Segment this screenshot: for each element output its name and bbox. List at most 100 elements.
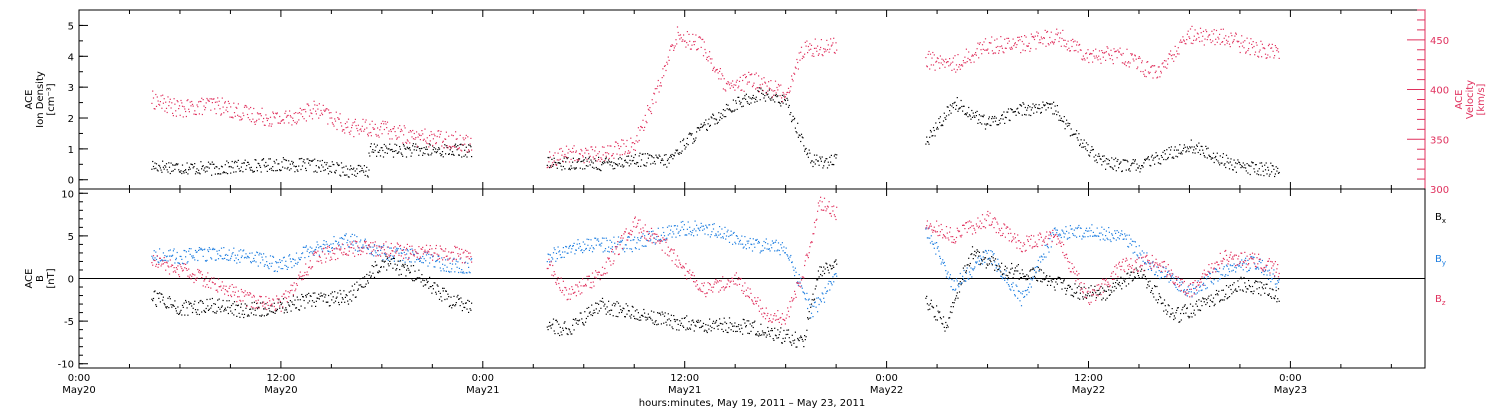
by-point xyxy=(1037,266,1039,268)
bx-point xyxy=(1144,275,1146,278)
bx-point xyxy=(429,276,431,278)
bx-point xyxy=(1066,290,1068,292)
velocity-point xyxy=(1267,45,1270,47)
density-point xyxy=(275,170,277,172)
by-point xyxy=(995,267,997,269)
density-point xyxy=(803,145,805,147)
by-point xyxy=(333,236,335,238)
velocity-point xyxy=(577,159,579,161)
density-point xyxy=(944,117,946,119)
bx-point xyxy=(421,274,423,276)
velocity-point xyxy=(1040,42,1042,44)
density-point xyxy=(1183,147,1185,149)
velocity-point xyxy=(213,98,215,100)
density-point xyxy=(435,152,437,154)
density-point xyxy=(166,169,168,171)
bx-point xyxy=(470,309,472,311)
by-point xyxy=(183,249,185,252)
density-point xyxy=(693,141,695,143)
by-point xyxy=(365,245,367,247)
bx-point xyxy=(1027,275,1029,277)
velocity-point xyxy=(952,61,954,63)
bx-point xyxy=(697,319,699,321)
density-point xyxy=(813,154,816,156)
velocity-point xyxy=(581,150,583,152)
bx-point xyxy=(1094,285,1096,287)
by-point xyxy=(558,251,560,253)
bx-point xyxy=(389,260,391,262)
velocity-point xyxy=(549,156,551,158)
bx-point xyxy=(975,252,977,254)
velocity-point xyxy=(407,140,409,142)
density-point xyxy=(717,121,719,123)
bx-point xyxy=(1189,316,1191,318)
density-point xyxy=(264,166,266,168)
velocity-point xyxy=(660,85,662,87)
by-point xyxy=(354,249,356,251)
bx-point xyxy=(439,292,441,294)
velocity-point xyxy=(253,107,255,110)
density-point xyxy=(1246,163,1248,165)
density-point xyxy=(644,153,646,155)
bx-point xyxy=(455,302,457,304)
velocity-point xyxy=(191,103,194,105)
velocity-point xyxy=(369,123,371,125)
velocity-point xyxy=(693,44,695,46)
density-point xyxy=(256,166,258,169)
bx-point xyxy=(578,320,580,322)
velocity-point xyxy=(739,76,741,78)
by-point xyxy=(318,254,320,256)
by-point xyxy=(783,246,785,248)
bx-point xyxy=(580,312,582,314)
density-point xyxy=(1225,166,1227,169)
by-point xyxy=(1056,229,1058,231)
velocity-point xyxy=(627,152,629,154)
velocity-point xyxy=(1112,63,1114,65)
bx-point xyxy=(757,331,759,333)
density-point xyxy=(942,124,944,127)
density-point xyxy=(612,168,614,170)
bx-point xyxy=(168,296,171,298)
velocity-point xyxy=(315,110,317,112)
bx-point xyxy=(1154,285,1156,287)
velocity-point xyxy=(751,73,753,75)
density-point xyxy=(715,119,718,121)
bx-point xyxy=(299,299,301,301)
density-point xyxy=(218,168,220,170)
density-point xyxy=(1132,159,1134,161)
by-point xyxy=(807,299,809,301)
density-point xyxy=(817,160,819,162)
by-point xyxy=(312,250,314,252)
velocity-point xyxy=(370,135,372,137)
bx-point xyxy=(987,264,989,266)
bx-point xyxy=(1141,268,1143,270)
bx-point xyxy=(622,307,624,309)
velocity-point xyxy=(783,93,785,95)
bx-point xyxy=(1014,270,1016,272)
by-point xyxy=(159,248,161,250)
density-point xyxy=(727,104,729,106)
density-point xyxy=(403,145,405,147)
velocity-point xyxy=(285,116,288,118)
density-point xyxy=(982,116,984,118)
bx-point xyxy=(635,318,637,320)
density-point xyxy=(958,107,961,109)
bx-point xyxy=(1212,297,1215,299)
bx-point xyxy=(1064,287,1066,289)
velocity-point xyxy=(926,66,928,68)
bx-point xyxy=(971,246,974,248)
velocity-point xyxy=(448,135,450,137)
bx-point xyxy=(675,319,677,321)
bx-point xyxy=(1213,305,1215,307)
y-tick-label-right: 450 xyxy=(1430,36,1449,47)
by-point xyxy=(165,256,168,258)
bx-point xyxy=(1114,285,1116,288)
density-point xyxy=(311,160,313,162)
by-point xyxy=(758,242,760,244)
bx-point xyxy=(813,299,815,301)
density-point xyxy=(325,164,327,166)
bx-point xyxy=(298,309,301,311)
bx-point xyxy=(270,311,272,313)
density-point xyxy=(153,168,155,170)
by-point xyxy=(925,228,927,230)
